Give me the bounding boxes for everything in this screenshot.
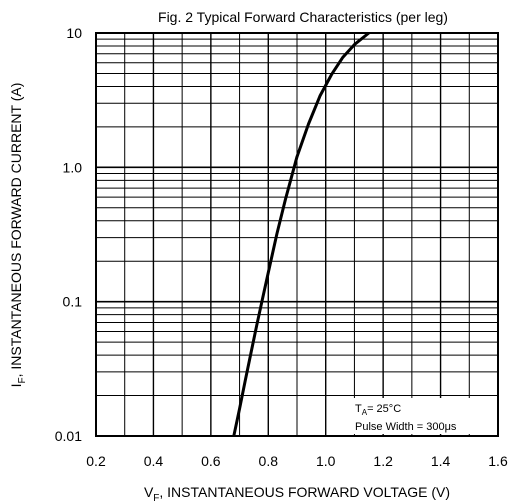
- x-tick-label: 0.2: [86, 453, 106, 469]
- annotation-temperature: TA= 25°C: [355, 403, 401, 417]
- annotation-background: [350, 398, 483, 434]
- plot-frame: [95, 32, 499, 437]
- annotation-box: TA= 25°C Pulse Width = 300μs: [350, 398, 483, 434]
- x-tick-label: 1.2: [373, 453, 393, 469]
- chart-title: Fig. 2 Typical Forward Characteristics (…: [158, 9, 448, 25]
- forward-curve-line: [232, 31, 370, 437]
- x-axis-label: VF, INSTANTANEOUS FORWARD VOLTAGE (V): [144, 484, 450, 504]
- plot-border: [95, 32, 499, 437]
- x-tick-label: 0.8: [259, 453, 279, 469]
- forward-curve-series: [232, 31, 370, 437]
- x-tick-label: 0.4: [144, 453, 164, 469]
- y-tick-label: 1.0: [63, 159, 83, 175]
- grid-lines: [96, 33, 498, 436]
- y-tick-label: 0.1: [63, 294, 83, 310]
- y-axis-label: IF, INSTANTANEOUS FORWARD CURRENT (A): [8, 83, 28, 388]
- annotation-pulse-width: Pulse Width = 300μs: [355, 421, 457, 433]
- x-tick-label: 0.6: [201, 453, 221, 469]
- y-tick-label: 10: [66, 25, 82, 41]
- x-tick-label: 1.0: [316, 453, 336, 469]
- x-tick-label: 1.6: [488, 453, 508, 469]
- y-tick-label: 0.01: [55, 428, 82, 444]
- x-tick-label: 1.4: [431, 453, 451, 469]
- y-tick-labels: 0.01 0.1 1.0 10: [55, 25, 82, 444]
- x-tick-labels: 0.2 0.4 0.6 0.8 1.0 1.2 1.4 1.6: [86, 453, 508, 469]
